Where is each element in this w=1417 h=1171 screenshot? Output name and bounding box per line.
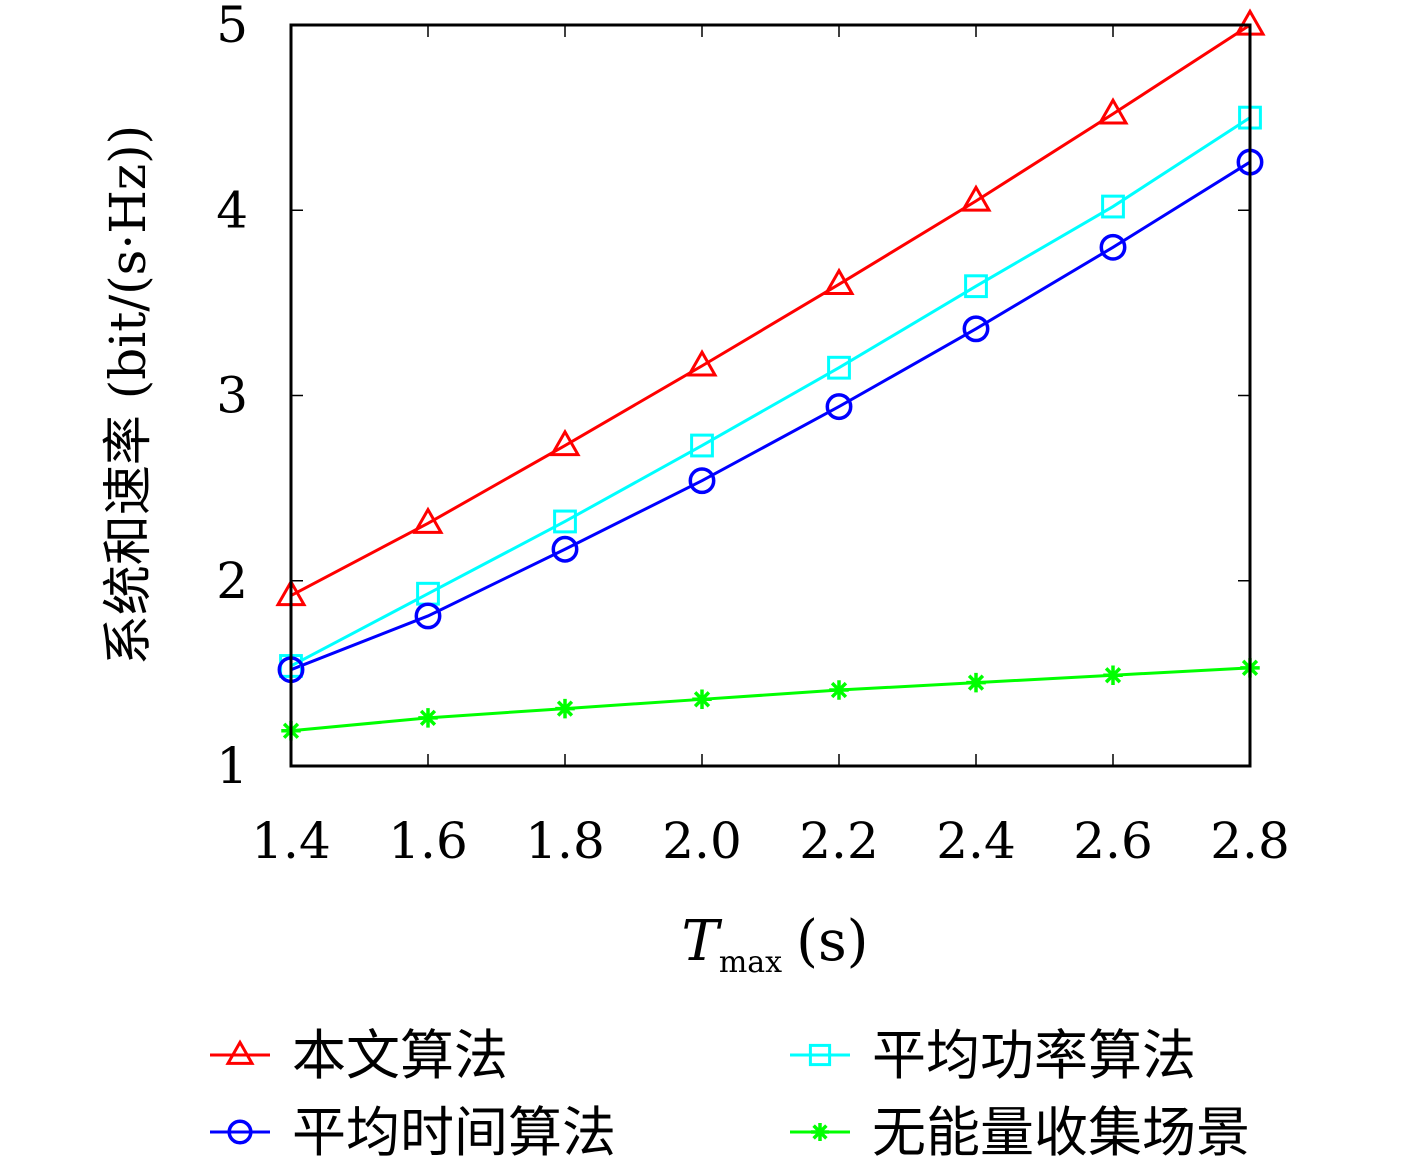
data-point-star	[418, 708, 438, 728]
series-line-circle	[290, 160, 1251, 672]
x-tick-label: 2.8	[1210, 812, 1290, 870]
series-lines	[290, 23, 1251, 733]
x-tick-label: 2.6	[1073, 812, 1153, 870]
x-tick-label: 1.6	[388, 812, 468, 870]
series-line-square	[290, 116, 1251, 668]
series-line-star	[290, 666, 1251, 733]
legend-marker-square	[808, 1043, 832, 1067]
y-tick-label: 5	[216, 0, 248, 54]
y-tick-labels: 1 2 3 4 5	[216, 0, 248, 795]
y-tick-label: 2	[216, 552, 248, 610]
data-point-star	[692, 689, 712, 710]
x-axis-title-sub: max	[719, 945, 782, 980]
y-tick-label: 3	[216, 367, 248, 425]
x-tick-label: 1.4	[251, 812, 331, 870]
plot-frame	[289, 23, 1252, 768]
plot-area	[291, 25, 1250, 766]
data-point-triangle	[1097, 97, 1129, 125]
data-point-triangle	[549, 428, 581, 457]
legend-marker-triangle	[225, 1039, 255, 1065]
x-tick-label: 1.8	[525, 812, 605, 870]
data-point-circle	[1099, 233, 1127, 261]
legend-label: 本文算法	[292, 1024, 508, 1087]
data-point-circle	[825, 393, 853, 421]
legend-label: 无能量收集场景	[872, 1101, 1250, 1164]
data-point-star	[966, 672, 986, 693]
data-point-triangle	[960, 184, 992, 212]
x-axis-title-unit: (s)	[796, 909, 868, 974]
data-point-circle	[688, 467, 716, 495]
legend-label: 平均时间算法	[292, 1101, 616, 1164]
x-tick-labels: 1.4 1.6 1.8 2.0 2.2 2.4 2.6 2.8	[251, 812, 1290, 870]
x-tick-label: 2.0	[662, 812, 742, 870]
legend-label: 平均功率算法	[872, 1024, 1196, 1087]
data-point-triangle	[686, 349, 718, 377]
data-point-triangle	[412, 506, 444, 534]
data-point-star	[829, 680, 849, 700]
data-point-square	[964, 274, 988, 299]
x-tick-label: 2.4	[936, 812, 1016, 870]
y-axis-title: 系统和速率 (bit/(s·Hz))	[99, 125, 157, 665]
series-line-triangle	[290, 23, 1251, 597]
data-point-square	[827, 355, 851, 380]
data-point-star	[1103, 665, 1123, 685]
data-point-circle	[414, 602, 442, 630]
data-point-triangle	[823, 267, 855, 295]
y-tick-label: 4	[216, 181, 248, 239]
data-point-circle	[551, 535, 579, 563]
x-axis-title: Tmax (s)	[681, 909, 868, 980]
data-point-square	[690, 433, 714, 458]
legend-marker-star	[811, 1123, 829, 1141]
x-axis-title-main: T	[681, 909, 722, 974]
data-point-circle	[962, 315, 990, 343]
data-point-square	[1101, 194, 1125, 219]
y-tick-label: 1	[216, 737, 248, 795]
x-tick-label: 2.2	[799, 812, 879, 870]
legend-marker-circle	[227, 1119, 253, 1145]
data-point-square	[553, 509, 577, 534]
data-point-star	[555, 698, 575, 719]
